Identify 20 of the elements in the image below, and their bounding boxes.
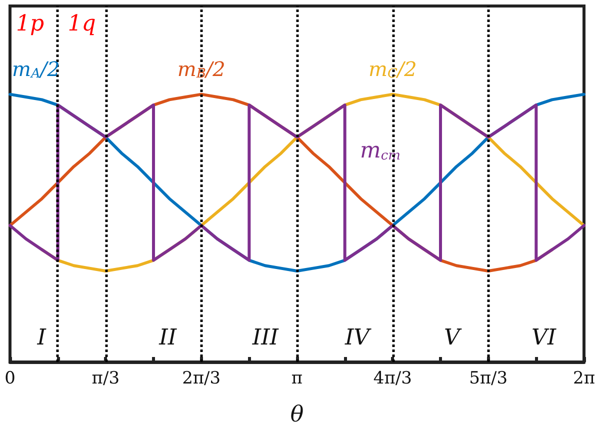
series-label: mC/2 bbox=[368, 56, 417, 82]
annotation: I bbox=[36, 326, 48, 351]
annotation: mcm bbox=[360, 138, 400, 164]
x-tick-label: 5π/3 bbox=[469, 368, 508, 388]
x-axis-title: θ bbox=[290, 402, 304, 428]
text: 1p bbox=[16, 12, 44, 37]
annotation: II bbox=[158, 326, 178, 351]
x-tick-label: 2π/3 bbox=[182, 368, 221, 388]
series-label: mB/2 bbox=[177, 56, 226, 82]
series-label: mA/2 bbox=[12, 56, 60, 82]
x-tick-label: 0 bbox=[4, 368, 16, 388]
annotation: IV bbox=[344, 326, 372, 351]
text: 1q bbox=[68, 12, 96, 37]
annotation: V bbox=[444, 326, 462, 351]
x-tick-label: π bbox=[291, 368, 303, 388]
annotation: III bbox=[251, 326, 280, 351]
x-tick-label: π/3 bbox=[92, 368, 120, 388]
x-tick-label: 4π/3 bbox=[373, 368, 412, 388]
annotation: VI bbox=[532, 326, 558, 351]
x-tick-label: 2π bbox=[573, 368, 595, 388]
